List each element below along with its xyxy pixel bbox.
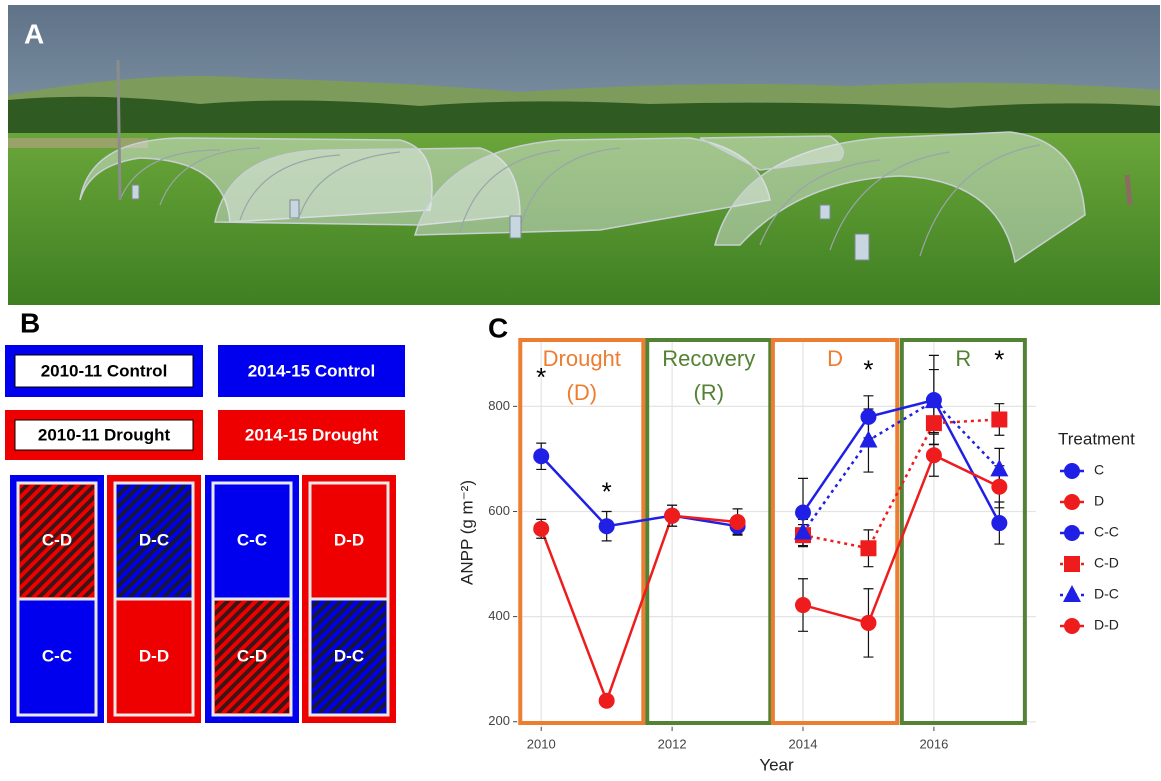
legend-label: D-C [1094,586,1119,602]
significance-mark: * [863,355,873,385]
photo [8,5,1160,305]
marker [991,479,1007,495]
x-axis-title: Year [759,755,794,774]
legend-marker [1064,618,1080,634]
chart: 200 400 600 800 2010 2012 2014 2016 Year ANPP (g … [457,338,1135,774]
significance-mark: * [536,362,546,392]
legend-label: 2014-15 Drought [245,425,379,444]
marker [795,505,811,521]
marker [860,409,876,425]
subplot-label: D-D [334,530,364,549]
period-label: R [955,346,971,371]
marker [664,508,680,524]
legend-marker [1063,585,1081,602]
marker [991,515,1007,531]
panel-label: B [20,307,40,338]
legend-label: C-C [1094,524,1119,540]
figure: A B C 2010-11 Control2014-15 Control2010… [0,0,1161,776]
period-label: Recovery [662,346,755,371]
period-label: D [827,346,843,371]
y-axis-title: ANPP (g m⁻²) [457,480,476,585]
legend-marker [1064,494,1080,510]
period-label: (R) [693,380,724,405]
legend-label: D-D [1094,617,1119,633]
x-tick-label: 2010 [527,736,556,751]
y-tick-label: 200 [488,713,510,728]
y-tick-label: 800 [488,398,510,413]
legend-label: C [1094,462,1104,478]
marker [860,615,876,631]
subplot-label: C-D [237,646,267,665]
legend-marker [1064,556,1080,572]
subplot-label: C-D [42,530,72,549]
legend-label: 2010-11 Drought [38,425,171,444]
subplot-label: D-D [139,646,169,665]
subplot-label: C-C [237,530,267,549]
legend-label: 2014-15 Control [248,361,376,380]
marker [599,518,615,534]
x-tick-label: 2016 [919,736,948,751]
marker [533,448,549,464]
legend-label: C-D [1094,555,1119,571]
marker [926,447,942,463]
y-tick-label: 400 [488,608,510,623]
period-label: Drought [543,346,621,371]
marker [533,521,549,537]
period-label: (D) [567,380,598,405]
marker [730,514,746,530]
x-tick-label: 2012 [658,736,687,751]
marker [795,597,811,613]
marker [860,540,876,556]
panel-label: A [24,18,44,49]
subplot-label: C-C [42,646,72,665]
legend-label: D [1094,493,1104,509]
significance-mark: * [602,477,612,507]
subplot-label: D-C [139,530,169,549]
marker [599,693,615,709]
legend-label: 2010-11 Control [41,361,168,380]
panel-label: C [488,312,508,343]
design-diagram: 2010-11 Control 2014-15 Control 2010-11 Dr… [5,345,405,723]
x-tick-label: 2014 [789,736,818,751]
marker [926,415,942,431]
subplot-label: D-C [334,646,364,665]
legend-title: Treatment [1058,429,1135,448]
significance-mark: * [994,345,1004,375]
y-tick-label: 600 [488,503,510,518]
marker [991,411,1007,427]
legend-marker [1064,463,1080,479]
legend-marker [1064,525,1080,541]
